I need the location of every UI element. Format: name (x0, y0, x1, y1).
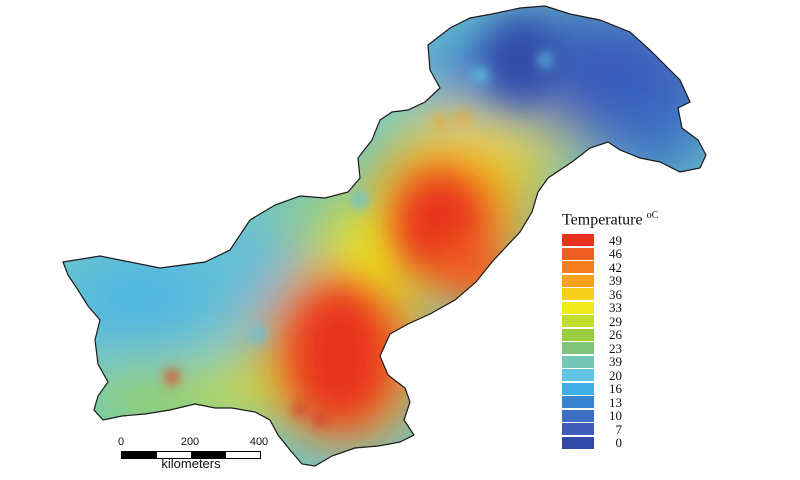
legend-entry: 29 (562, 314, 682, 328)
scale-bar-segment (122, 452, 157, 458)
legend-entry: 26 (562, 328, 682, 342)
legend-label: 46 (609, 246, 622, 262)
legend-swatch (562, 342, 594, 355)
legend-swatch (562, 288, 594, 301)
legend-entry: 13 (562, 395, 682, 409)
legend-entry: 20 (562, 368, 682, 382)
legend-swatch (562, 396, 594, 409)
legend-swatch (562, 423, 594, 436)
legend-swatch (562, 234, 594, 247)
legend-swatch (562, 409, 594, 422)
scale-tick-label: 200 (180, 436, 200, 448)
legend-entry: 33 (562, 301, 682, 315)
country-outline (62, 5, 707, 467)
legend-label: 42 (609, 259, 622, 275)
temperature-legend: Temperature oC 49 46 42 39 36 33 29 26 23 39 20 16 1… (562, 210, 682, 449)
legend-label: 10 (609, 408, 622, 424)
legend-unit: oC (646, 210, 659, 221)
legend-entry: 49 (562, 233, 682, 247)
scale-bar-segment (191, 452, 226, 458)
legend-label: 0 (615, 435, 623, 451)
scale-bar: 0 200 400 kilometers (118, 436, 268, 476)
legend-entry: 23 (562, 341, 682, 355)
legend-label: 39 (609, 273, 622, 289)
legend-label: 39 (609, 354, 622, 370)
scale-bar-graphic (121, 451, 261, 459)
legend-swatch (562, 355, 594, 368)
legend-entry: 7 (562, 422, 682, 436)
scale-tick-label: 400 (249, 436, 269, 448)
legend-swatch (562, 247, 594, 260)
legend-entry: 39 (562, 355, 682, 369)
legend-entry: 16 (562, 382, 682, 396)
legend-label: 29 (609, 313, 622, 329)
scale-units-label: kilometers (161, 456, 221, 471)
legend-swatch (562, 382, 594, 395)
legend-label: 33 (609, 300, 622, 316)
legend-entry: 10 (562, 409, 682, 423)
legend-swatch (562, 436, 594, 449)
legend-label: 26 (609, 327, 622, 343)
legend-entry: 0 (562, 436, 682, 450)
legend-swatch (562, 261, 594, 274)
legend-label: 7 (615, 421, 623, 437)
legend-swatch (562, 328, 594, 341)
legend-label: 36 (609, 286, 622, 302)
legend-title-text: Temperature (562, 211, 643, 229)
legend-title: Temperature oC (562, 210, 682, 229)
legend-label: 20 (609, 367, 622, 383)
legend-entry: 36 (562, 287, 682, 301)
legend-entry: 42 (562, 260, 682, 274)
legend-label: 23 (609, 340, 622, 356)
legend-swatch (562, 369, 594, 382)
legend-entry: 46 (562, 247, 682, 261)
legend-label: 16 (609, 381, 622, 397)
scale-tick-label: 0 (117, 436, 125, 448)
legend-label: 13 (609, 394, 622, 410)
legend-swatch (562, 274, 594, 287)
legend-swatch (562, 315, 594, 328)
legend-swatch (562, 301, 594, 314)
legend-label: 49 (609, 232, 622, 248)
legend-entry: 39 (562, 274, 682, 288)
legend-rows: 49 46 42 39 36 33 29 26 23 39 20 16 13 10 7 0 (562, 233, 682, 449)
